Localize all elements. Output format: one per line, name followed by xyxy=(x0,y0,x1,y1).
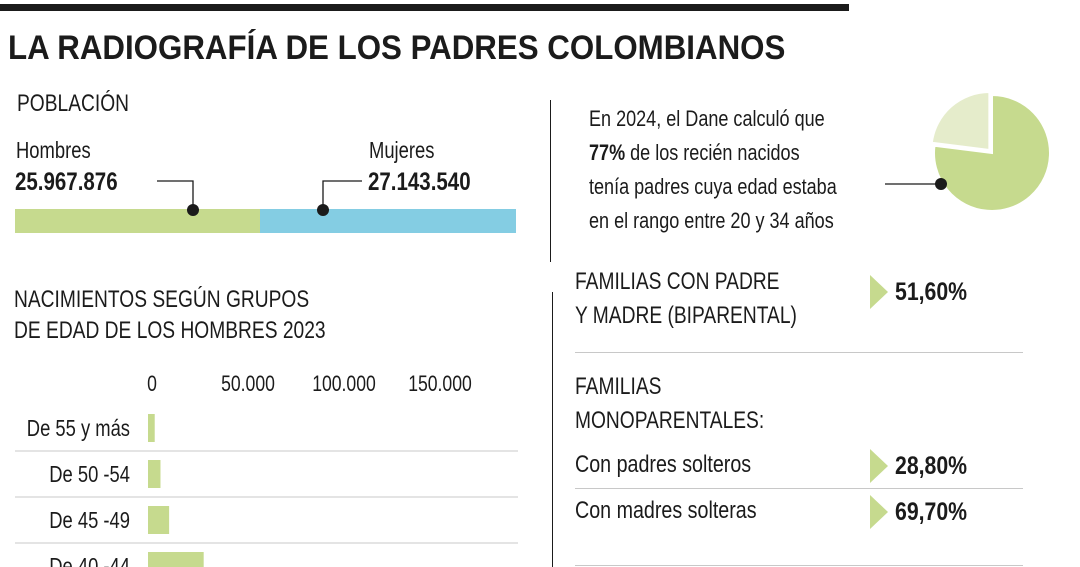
padres-solteros-label: Con padres solteros xyxy=(575,451,752,478)
arrow-marker-icon xyxy=(870,449,888,483)
hombres-leader-line xyxy=(157,180,194,210)
mujeres-value: 27.143.540 xyxy=(368,168,471,196)
population-bar-mujeres xyxy=(260,209,516,233)
pie-leader-dot xyxy=(935,178,947,190)
familias-biparental-label-line2: Y MADRE (BIPARENTAL) xyxy=(575,302,797,329)
familias-monoparentales-label-line1: FAMILIAS xyxy=(575,373,662,400)
dane-note: En 2024, el Dane calculó que 77% de los … xyxy=(589,102,837,238)
dane-note-line4: en el rango entre 20 y 34 años xyxy=(589,208,834,233)
familias-monoparentales-label-line2: MONOPARENTALES: xyxy=(575,407,765,434)
bar xyxy=(148,414,155,442)
mujeres-leader-line xyxy=(322,180,362,210)
dane-note-highlight: 77% xyxy=(589,140,626,165)
births-by-age-chart: 0 50.000 100.000 150.000 De 55 y más De 50 -5… xyxy=(15,372,518,567)
x-tick-label: 150.000 xyxy=(408,372,472,396)
madres-solteras-value: 69,70% xyxy=(895,498,968,526)
pie-slice-rest xyxy=(930,90,991,152)
dane-pie-chart xyxy=(885,90,1051,212)
population-bar-hombres xyxy=(15,209,260,233)
section-divider xyxy=(575,352,1023,353)
bar xyxy=(148,460,161,488)
familias-biparental-value: 51,60% xyxy=(895,278,968,306)
hombres-value: 25.967.876 xyxy=(15,168,118,196)
page-title: LA RADIOGRAFÍA DE LOS PADRES COLOMBIANOS xyxy=(8,29,786,67)
hombres-label: Hombres xyxy=(16,137,91,163)
familias-monoparentales-label: FAMILIAS MONOPARENTALES: xyxy=(575,370,764,438)
poblacion-label: POBLACIÓN xyxy=(17,90,130,117)
dane-note-line2: 77% de los recién nacidos xyxy=(589,136,837,170)
madres-solteras-label: Con madres solteras xyxy=(575,497,757,524)
category-label: De 45 -49 xyxy=(49,508,130,533)
mujeres-label: Mujeres xyxy=(369,137,435,163)
dane-note-line1: En 2024, el Dane calculó que xyxy=(589,106,825,131)
top-rule xyxy=(0,4,849,11)
births-chart-title-line1: NACIMIENTOS SEGÚN GRUPOS xyxy=(14,286,310,313)
familias-biparental-label: FAMILIAS CON PADRE Y MADRE (BIPARENTAL) xyxy=(575,265,797,333)
population-bar xyxy=(15,209,516,233)
x-tick-label: 50.000 xyxy=(221,372,275,396)
dane-note-line3: tenía padres cuya edad estaba xyxy=(589,174,837,199)
births-chart-title-line2: DE EDAD DE LOS HOMBRES 2023 xyxy=(14,317,326,344)
padres-solteros-value: 28,80% xyxy=(895,452,968,480)
x-tick-label: 100.000 xyxy=(312,372,376,396)
category-label: De 50 -54 xyxy=(49,462,130,487)
bar xyxy=(148,506,170,534)
category-label: De 40 -44 xyxy=(49,554,130,567)
row-divider xyxy=(575,488,1023,489)
dane-note-line2-rest: de los recién nacidos xyxy=(625,140,800,165)
column-divider xyxy=(552,292,553,567)
bar xyxy=(148,552,204,567)
arrow-marker-icon xyxy=(870,275,888,309)
column-divider xyxy=(550,100,551,262)
category-label: De 55 y más xyxy=(27,416,130,441)
arrow-marker-icon xyxy=(870,495,888,529)
section-divider xyxy=(575,565,1023,566)
familias-biparental-label-line1: FAMILIAS CON PADRE xyxy=(575,268,780,295)
x-tick-label: 0 xyxy=(147,372,157,396)
births-chart-title: NACIMIENTOS SEGÚN GRUPOS DE EDAD DE LOS … xyxy=(14,284,326,346)
